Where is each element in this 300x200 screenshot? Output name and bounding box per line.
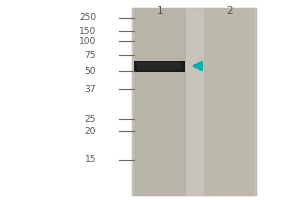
FancyBboxPatch shape [132, 8, 256, 196]
Text: 20: 20 [85, 127, 96, 136]
FancyBboxPatch shape [134, 8, 186, 196]
FancyBboxPatch shape [137, 62, 182, 70]
Text: 100: 100 [79, 36, 96, 46]
FancyBboxPatch shape [204, 8, 255, 196]
Text: 15: 15 [85, 156, 96, 164]
Text: 150: 150 [79, 26, 96, 36]
Text: 2: 2 [226, 6, 233, 16]
Text: 250: 250 [79, 14, 96, 22]
Text: 50: 50 [85, 66, 96, 75]
Text: 75: 75 [85, 50, 96, 60]
FancyBboxPatch shape [134, 60, 185, 72]
Text: 1: 1 [157, 6, 164, 16]
Text: 25: 25 [85, 114, 96, 123]
Text: 37: 37 [85, 84, 96, 94]
